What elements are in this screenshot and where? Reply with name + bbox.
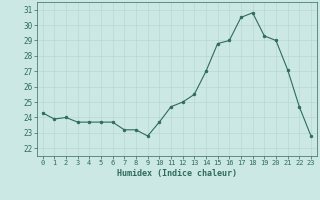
X-axis label: Humidex (Indice chaleur): Humidex (Indice chaleur) [117, 169, 237, 178]
